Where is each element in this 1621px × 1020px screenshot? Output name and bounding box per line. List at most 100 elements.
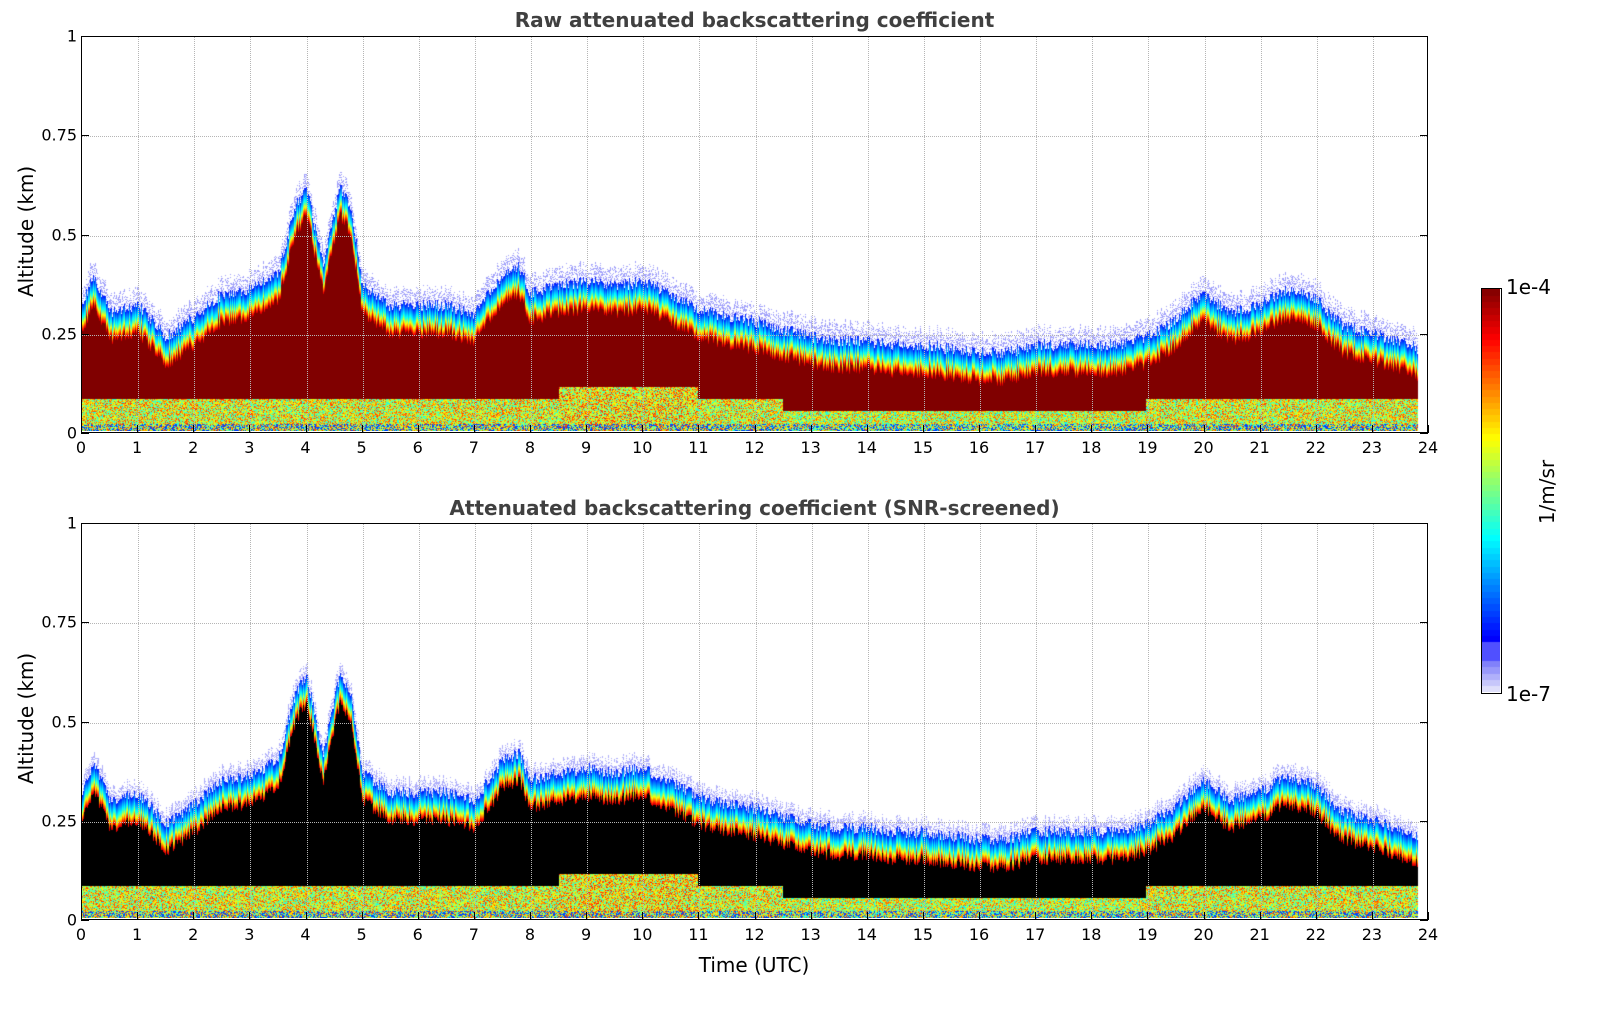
- x-gridline: [1316, 37, 1318, 432]
- x-gridline: [867, 37, 869, 432]
- x-tick-mark: [642, 912, 644, 920]
- y-tick-label: 0: [66, 423, 77, 443]
- x-gridline: [1372, 37, 1374, 432]
- y-gridline: [82, 623, 1427, 625]
- y-tick-label: 0.75: [41, 612, 77, 632]
- y-tick-label: 0.75: [41, 125, 77, 145]
- x-tick-mark: [81, 912, 82, 920]
- x-axis-label: Time (UTC): [698, 953, 810, 977]
- x-tick-mark: [1091, 425, 1093, 433]
- x-gridline: [755, 37, 757, 432]
- y-tick-label: 1: [66, 26, 77, 46]
- x-tick-mark: [698, 912, 700, 920]
- x-gridline: [699, 524, 701, 919]
- x-gridline: [643, 37, 645, 432]
- x-tick-label: 16: [968, 438, 990, 457]
- x-tick-mark: [586, 912, 588, 920]
- x-gridline: [1036, 37, 1038, 432]
- x-tick-label: 20: [1193, 925, 1214, 944]
- x-tick-label: 6: [412, 925, 423, 944]
- x-tick-label: 16: [968, 925, 990, 944]
- x-tick-label: 21: [1249, 925, 1270, 944]
- x-tick-label: 0: [75, 925, 87, 944]
- x-gridline: [755, 524, 757, 919]
- y-tick-mark-right: [1420, 820, 1428, 822]
- y-tick-mark: [81, 135, 89, 137]
- x-tick-label: 11: [688, 438, 709, 457]
- x-tick-mark: [1035, 912, 1037, 920]
- x-tick-mark: [810, 912, 812, 920]
- x-tick-label: 23: [1361, 925, 1383, 944]
- x-tick-mark: [1315, 912, 1317, 920]
- y-tick-mark: [81, 920, 89, 921]
- x-tick-mark: [473, 425, 475, 433]
- y-tick-mark: [81, 234, 89, 236]
- x-tick-mark: [361, 425, 363, 433]
- x-tick-label: 22: [1305, 438, 1326, 457]
- x-tick-label: 14: [856, 438, 877, 457]
- x-tick-mark: [979, 912, 980, 920]
- x-tick-mark: [361, 912, 363, 920]
- x-tick-label: 8: [524, 925, 536, 944]
- x-tick-mark: [586, 425, 588, 433]
- x-tick-mark: [979, 425, 980, 433]
- y-tick-mark-right: [1420, 333, 1428, 335]
- colorbar-max-label: 1e-4: [1506, 275, 1551, 299]
- x-tick-mark: [1428, 912, 1429, 920]
- x-tick-mark: [642, 425, 644, 433]
- x-gridline: [1260, 37, 1262, 432]
- plot-panel-top: [81, 36, 1428, 433]
- x-tick-label: 2: [188, 925, 199, 944]
- x-gridline: [418, 524, 420, 919]
- x-tick-mark: [530, 912, 531, 920]
- x-tick-label: 3: [244, 925, 255, 944]
- x-gridline: [643, 524, 645, 919]
- x-gridline: [811, 524, 813, 919]
- x-tick-mark: [249, 425, 251, 433]
- x-tick-mark: [193, 912, 195, 920]
- x-tick-mark: [810, 425, 812, 433]
- x-tick-label: 23: [1361, 438, 1383, 457]
- x-tick-label: 14: [856, 925, 877, 944]
- y-tick-mark: [81, 622, 89, 624]
- x-gridline: [362, 37, 364, 432]
- x-tick-mark: [1428, 425, 1429, 433]
- heatmap-snr-screened: [82, 524, 1426, 918]
- x-tick-mark: [1147, 425, 1149, 433]
- colorbar: [1481, 288, 1502, 694]
- x-gridline: [980, 37, 981, 432]
- x-gridline: [699, 37, 701, 432]
- x-tick-mark: [754, 912, 756, 920]
- y-tick-mark-right: [1420, 234, 1428, 236]
- x-tick-label: 1: [132, 925, 143, 944]
- x-tick-label: 15: [912, 925, 934, 944]
- y-axis-label-top: Altitude (km): [14, 165, 38, 297]
- x-gridline: [1204, 524, 1206, 919]
- y-tick-label: 0: [66, 910, 77, 930]
- y-tick-mark-right: [1420, 721, 1428, 723]
- x-tick-label: 13: [800, 925, 821, 944]
- y-tick-label: 1: [66, 513, 77, 533]
- x-gridline: [867, 524, 869, 919]
- x-gridline: [1260, 524, 1262, 919]
- x-gridline: [194, 37, 196, 432]
- x-gridline: [1148, 524, 1150, 919]
- x-tick-label: 15: [912, 438, 934, 457]
- y-tick-mark: [81, 36, 89, 37]
- y-tick-label: 0.25: [41, 324, 77, 344]
- chart-title-bottom: Attenuated backscattering coefficient (S…: [449, 496, 1060, 520]
- x-gridline: [1092, 524, 1094, 919]
- y-gridline: [82, 821, 1427, 823]
- x-gridline: [138, 37, 140, 432]
- x-tick-label: 3: [244, 438, 255, 457]
- x-tick-mark: [1203, 912, 1205, 920]
- y-tick-mark-right: [1420, 622, 1428, 624]
- x-tick-label: 8: [524, 438, 536, 457]
- x-tick-label: 24: [1417, 925, 1439, 944]
- x-tick-mark: [193, 425, 195, 433]
- x-tick-label: 19: [1137, 438, 1158, 457]
- x-gridline: [418, 37, 420, 432]
- colorbar-min-label: 1e-7: [1506, 682, 1551, 706]
- x-tick-label: 9: [581, 925, 592, 944]
- x-tick-mark: [866, 425, 868, 433]
